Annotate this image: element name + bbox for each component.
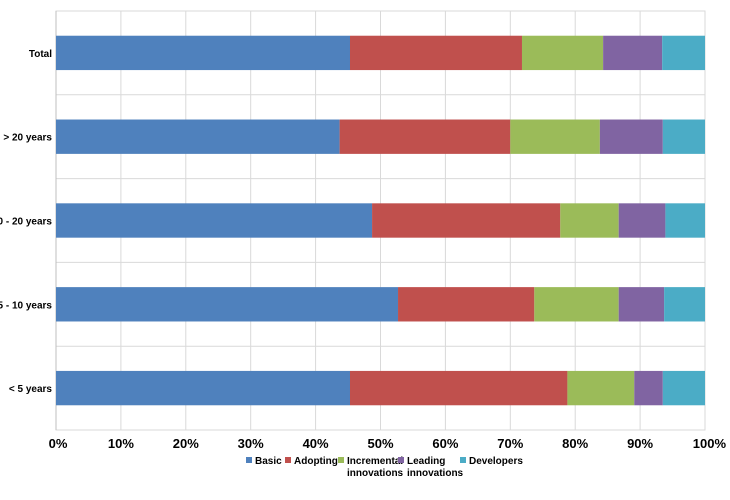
x-tick-label: 10% [108,436,134,451]
bar-adopting-5 [349,370,568,406]
legend-swatch [398,457,404,463]
x-tick-label: 30% [238,436,264,451]
category-label: 10 - 20 years [0,217,52,228]
gridlines [55,11,706,430]
bar-leading-innovations-3 [618,203,666,238]
x-tick-label: 100% [693,436,727,451]
bar-basic-1 [56,35,350,71]
category-label: 5 - 10 years [0,300,52,311]
category-label: Total [29,49,52,60]
bar-developers-3 [665,203,705,238]
bar-adopting-1 [349,35,522,71]
bar-leading-innovations-2 [599,119,663,154]
legend: Basic Adopting Incremental innovationsLeadi… [246,456,523,479]
bar-adopting-4 [398,287,535,322]
x-tick-label: 20% [173,436,199,451]
legend-item: Developers [460,456,523,467]
category-label: < 5 years [9,384,53,395]
x-tick-label: 60% [432,436,458,451]
legend-label: Adopting [294,456,338,467]
bar-incremental-innovations-1 [521,35,604,71]
bar-basic-3 [56,203,373,238]
legend-swatch [460,457,466,463]
x-tick-label: 80% [562,436,588,451]
bars [56,35,705,406]
category-label: > 20 years [3,133,52,144]
bar-incremental-innovations-5 [567,370,635,406]
bar-basic-4 [56,287,399,322]
legend-item: Incremental innovations [338,456,404,479]
legend-label: Leading innovations [407,456,464,479]
bar-leading-innovations-1 [603,35,663,71]
legend-item: Adopting [285,456,338,467]
bar-incremental-innovations-2 [510,119,600,154]
legend-label: Developers [469,456,523,467]
legend-item: Leading innovations [398,456,464,479]
bar-leading-innovations-5 [634,370,663,406]
bar-basic-5 [56,370,350,406]
x-tick-label: 90% [627,436,653,451]
category-labels: Total > 20 years 10 - 20 years 5 - 10 years… [0,49,52,395]
bar-adopting-3 [372,203,561,238]
bar-developers-2 [662,119,705,154]
bar-basic-2 [56,119,340,154]
bar-incremental-innovations-4 [534,287,619,322]
bar-developers-1 [662,35,705,71]
x-tick-label: 40% [303,436,329,451]
x-tick-label: 0% [49,436,68,451]
bar-incremental-innovations-3 [560,203,619,238]
x-tick-label: 50% [367,436,393,451]
legend-label: Basic [255,456,282,467]
bar-developers-4 [664,287,705,322]
bar-leading-innovations-4 [618,287,665,322]
x-tick-label: 70% [497,436,523,451]
legend-swatch [338,457,344,463]
x-tick-labels: 0% 10% 20% 30% 40% 50% 60% 70% 80% 90% 100% [49,436,727,451]
legend-swatch [285,457,291,463]
legend-item: Basic [246,456,282,467]
bar-adopting-2 [339,119,511,154]
legend-swatch [246,457,252,463]
legend-label: Incremental innovations [347,456,404,479]
bar-developers-5 [662,370,705,406]
